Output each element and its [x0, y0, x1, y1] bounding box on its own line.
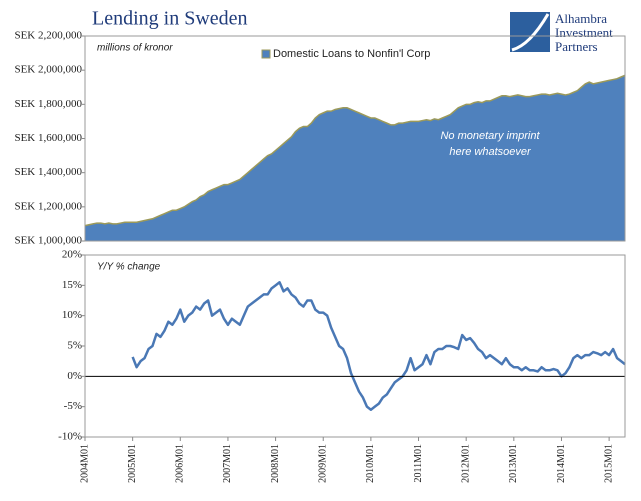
y-tick-label: SEK 1,600,000 [14, 132, 82, 144]
x-tick-label: 2013M01 [508, 444, 519, 483]
area-edge [84, 74, 626, 227]
x-tick-label: 2007M01 [222, 444, 233, 483]
x-tick-label: 2011M01 [413, 444, 424, 483]
y-tick-label: SEK 2,000,000 [14, 64, 82, 76]
x-tick-label: 2006M01 [175, 444, 186, 483]
line [131, 281, 626, 411]
area [85, 75, 625, 242]
x-tick-label: 2014M01 [556, 444, 567, 483]
legend-swatch [261, 49, 271, 59]
logo-text: Investment [555, 25, 613, 40]
y-tick-label: 5% [67, 340, 82, 352]
logo-text: Alhambra [555, 11, 607, 26]
y-tick-label: SEK 2,200,000 [14, 30, 82, 42]
logo-text: Partners [555, 39, 598, 54]
y-tick-label: -5% [64, 400, 82, 412]
logo-icon [510, 12, 550, 52]
subtitle: Y/Y % change [97, 262, 161, 273]
plot-frame [84, 254, 626, 438]
x-tick-label: 2012M01 [460, 444, 471, 483]
y-tick-label: 20% [62, 249, 82, 261]
y-tick-label: -10% [58, 431, 82, 443]
x-tick-label: 2008M01 [270, 444, 281, 483]
x-tick-label: 2015M01 [603, 444, 614, 483]
title: Lending in Sweden [92, 8, 248, 30]
logo-swoosh [511, 13, 550, 52]
x-tick-label: 2004M01 [79, 444, 90, 483]
x-tick-label: 2005M01 [127, 444, 138, 483]
y-tick-label: SEK 1,400,000 [14, 166, 82, 178]
y-tick-label: 10% [62, 309, 82, 321]
y-tick-label: SEK 1,800,000 [14, 98, 82, 110]
y-tick-label: SEK 1,000,000 [14, 235, 82, 247]
annotation: No monetary imprint [440, 130, 540, 142]
y-tick-label: SEK 1,200,000 [14, 200, 82, 212]
x-tick-label: 2009M01 [318, 444, 329, 483]
y-tick-label: 0% [67, 370, 82, 382]
subtitle: millions of kronor [97, 43, 173, 54]
legend-label: Domestic Loans to Nonfin'l Corp [273, 48, 430, 60]
plot-frame [84, 35, 626, 242]
y-tick-label: 15% [62, 279, 82, 291]
logo: Alhambra Investment Partners [510, 11, 613, 54]
x-tick-label: 2010M01 [365, 444, 376, 483]
annotation: here whatsoever [449, 146, 532, 158]
